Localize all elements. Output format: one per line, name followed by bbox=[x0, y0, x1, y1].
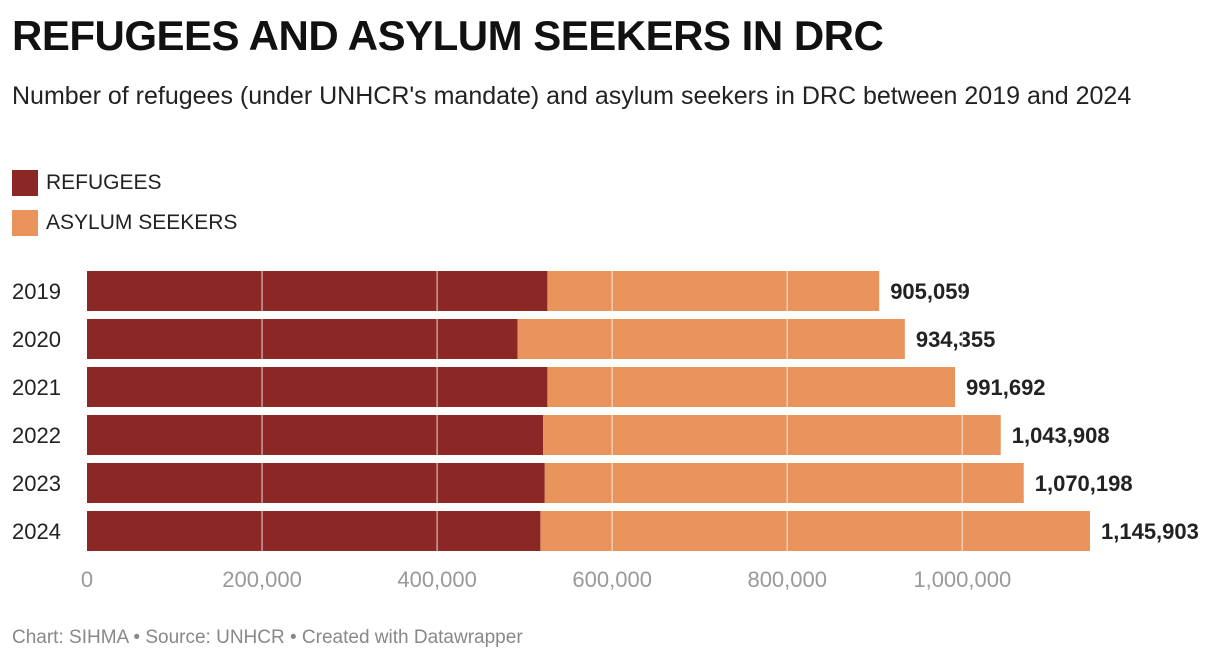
chart-title: REFUGEES AND ASYLUM SEEKERS IN DRC bbox=[12, 12, 884, 59]
category-label-2019: 2019 bbox=[12, 279, 61, 304]
bar-refugees-2023 bbox=[87, 463, 545, 503]
chart-footer: Chart: SIHMA • Source: UNHCR • Created w… bbox=[12, 627, 523, 648]
bar-refugees-2021 bbox=[87, 367, 548, 407]
total-label-2024: 1,145,903 bbox=[1101, 519, 1199, 544]
total-label-2023: 1,070,198 bbox=[1035, 471, 1133, 496]
bar-asylum-seekers-2022 bbox=[543, 415, 1001, 455]
category-label-2021: 2021 bbox=[12, 375, 61, 400]
category-label-2020: 2020 bbox=[12, 327, 61, 352]
x-tick-label-200000: 200,000 bbox=[222, 567, 302, 592]
legend-swatch-asylum-seekers bbox=[12, 210, 38, 236]
bar-asylum-seekers-2020 bbox=[517, 319, 905, 359]
bar-asylum-seekers-2019 bbox=[547, 271, 880, 311]
chart-subtitle: Number of refugees (under UNHCR's mandat… bbox=[12, 82, 1132, 110]
total-label-2020: 934,355 bbox=[916, 327, 996, 352]
x-tick-label-0: 0 bbox=[81, 567, 93, 592]
bar-asylum-seekers-2024 bbox=[540, 511, 1090, 551]
x-tick-label-1000000: 1,000,000 bbox=[913, 567, 1011, 592]
legend: REFUGEES ASYLUM SEEKERS bbox=[12, 168, 237, 248]
category-label-2023: 2023 bbox=[12, 471, 61, 496]
bar-refugees-2022 bbox=[87, 415, 544, 455]
bar-asylum-seekers-2023 bbox=[544, 463, 1024, 503]
legend-label-refugees: REFUGEES bbox=[46, 171, 162, 194]
x-tick-label-800000: 800,000 bbox=[747, 567, 827, 592]
x-tick-label-400000: 400,000 bbox=[397, 567, 477, 592]
total-label-2021: 991,692 bbox=[966, 375, 1046, 400]
category-label-2022: 2022 bbox=[12, 423, 61, 448]
bar-refugees-2024 bbox=[87, 511, 541, 551]
bar-refugees-2020 bbox=[87, 319, 518, 359]
legend-label-asylum-seekers: ASYLUM SEEKERS bbox=[46, 211, 238, 234]
legend-swatch-refugees bbox=[12, 170, 38, 196]
legend-item-refugees: REFUGEES bbox=[12, 168, 237, 198]
category-label-2024: 2024 bbox=[12, 519, 61, 544]
total-label-2022: 1,043,908 bbox=[1012, 423, 1110, 448]
legend-item-asylum-seekers: ASYLUM SEEKERS bbox=[12, 208, 237, 238]
x-tick-label-600000: 600,000 bbox=[572, 567, 652, 592]
total-label-2019: 905,059 bbox=[890, 279, 970, 304]
bar-chart: 2019 905,059 2020 934,355 2021 991,692 2022 1,0… bbox=[12, 271, 1199, 592]
bar-asylum-seekers-2021 bbox=[547, 367, 956, 407]
bar-refugees-2019 bbox=[87, 271, 548, 311]
